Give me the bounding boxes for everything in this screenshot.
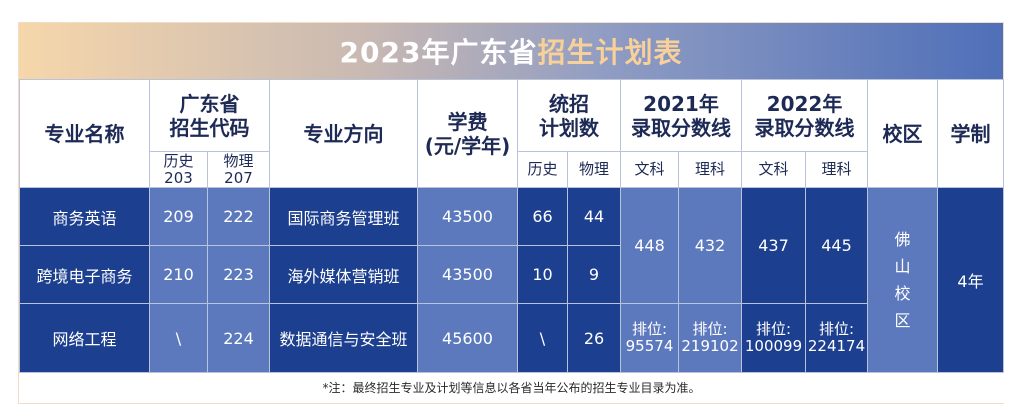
code-history-cell: 209 bbox=[149, 187, 208, 246]
major-cell: 跨境电子商务 bbox=[19, 245, 150, 304]
score-2022-wen: 437 bbox=[741, 187, 806, 304]
header-2021-li: 理科 bbox=[678, 151, 742, 188]
score-2021-wen: 448 bbox=[620, 187, 679, 304]
code-history-cell: 210 bbox=[149, 245, 208, 304]
score-2022-li: 445 bbox=[805, 187, 868, 304]
header-2022-li: 理科 bbox=[805, 151, 868, 188]
enrollment-plan-card: 2023年广东省招生计划表 专业名称 广东省 招生代码 专业方向 学费 (元/学… bbox=[18, 22, 1004, 404]
header-code-history: 历史 203 bbox=[149, 151, 208, 188]
footnote: *注：最终招生专业及计划等信息以各省当年公布的招生专业目录为准。 bbox=[19, 372, 1004, 403]
major-cell: 商务英语 bbox=[19, 187, 150, 246]
campus-cell: 佛 山 校 区 bbox=[867, 187, 938, 373]
header-2022-wen: 文科 bbox=[741, 151, 806, 188]
tuition-cell: 43500 bbox=[417, 187, 518, 246]
code-physics-cell: 223 bbox=[207, 245, 270, 304]
direction-cell: 海外媒体营销班 bbox=[269, 245, 418, 304]
plan-history-cell: 10 bbox=[517, 245, 568, 304]
plan-physics-cell: 26 bbox=[567, 303, 621, 373]
code-history-cell: \ bbox=[149, 303, 208, 373]
rank-2021-wen: 排位: 95574 bbox=[620, 303, 679, 373]
header-2021: 2021年 录取分数线 bbox=[620, 79, 742, 152]
note-row: *注：最终招生专业及计划等信息以各省当年公布的招生专业目录为准。 bbox=[19, 372, 1004, 403]
rank-2022-wen: 排位: 100099 bbox=[741, 303, 806, 373]
direction-cell: 数据通信与安全班 bbox=[269, 303, 418, 373]
tuition-cell: 45600 bbox=[417, 303, 518, 373]
plan-history-cell: 66 bbox=[517, 187, 568, 246]
plan-physics-cell: 44 bbox=[567, 187, 621, 246]
title-bar: 2023年广东省招生计划表 bbox=[19, 23, 1003, 79]
title-highlight: 招生计划表 bbox=[537, 36, 683, 69]
header-2021-wen: 文科 bbox=[620, 151, 679, 188]
table-row: 跨境电子商务 210 223 海外媒体营销班 43500 10 9 bbox=[19, 245, 1004, 304]
header-2022: 2022年 录取分数线 bbox=[741, 79, 868, 152]
header-duration: 学制 bbox=[937, 79, 1004, 188]
title-main: 2023年广东省 bbox=[339, 36, 538, 69]
header-major-name: 专业名称 bbox=[19, 79, 150, 188]
code-physics-cell: 224 bbox=[207, 303, 270, 373]
table-row: 商务英语 209 222 国际商务管理班 43500 66 44 448 432… bbox=[19, 187, 1004, 373]
page-title: 2023年广东省招生计划表 bbox=[340, 31, 683, 71]
code-physics-cell: 222 bbox=[207, 187, 270, 246]
score-2021-li: 432 bbox=[678, 187, 742, 304]
plan-history-cell: \ bbox=[517, 303, 568, 373]
header-code: 广东省 招生代码 bbox=[149, 79, 270, 152]
header-plan-history: 历史 bbox=[517, 151, 568, 188]
tuition-cell: 43500 bbox=[417, 245, 518, 304]
major-cell: 网络工程 bbox=[19, 303, 150, 373]
rank-2022-li: 排位: 224174 bbox=[805, 303, 868, 373]
duration-cell: 4年 bbox=[937, 187, 1004, 373]
header-plan: 统招 计划数 bbox=[517, 79, 621, 152]
table-row: 网络工程 \ 224 数据通信与安全班 45600 \ 26 排位: 95574… bbox=[19, 303, 1004, 373]
plan-physics-cell: 9 bbox=[567, 245, 621, 304]
rank-2021-li: 排位: 219102 bbox=[678, 303, 742, 373]
header-code-physics: 物理 207 bbox=[207, 151, 270, 188]
header-direction: 专业方向 bbox=[269, 79, 418, 188]
direction-cell: 国际商务管理班 bbox=[269, 187, 418, 246]
header-plan-physics: 物理 bbox=[567, 151, 621, 188]
enrollment-table: 专业名称 广东省 招生代码 专业方向 学费 (元/学年) 统招 计划数 2021… bbox=[19, 79, 1004, 403]
header-tuition: 学费 (元/学年) bbox=[417, 79, 518, 188]
header-campus: 校区 bbox=[867, 79, 938, 188]
